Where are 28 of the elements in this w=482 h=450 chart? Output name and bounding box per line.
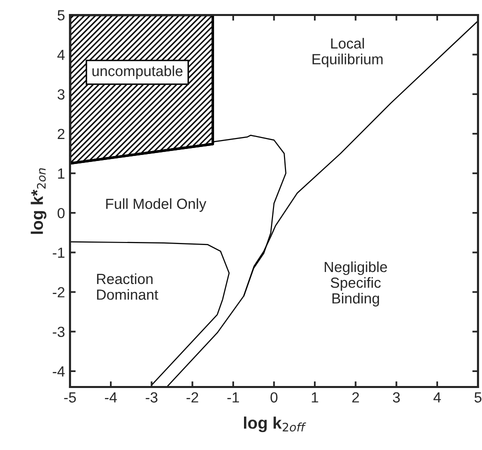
x-tick-label: 2 [352,392,359,402]
x-tick-label: -4 [104,392,117,402]
y-axis-title: log k*$_{2on}$ [30,168,46,234]
y-tick-label: -2 [52,287,64,298]
y-tick-label: 4 [57,50,65,60]
y-tick-label: -3 [52,326,64,338]
y-tick-label: 3 [58,89,64,100]
x-tick-label: 4 [433,392,441,402]
annotation: uncomputable [92,65,182,80]
x-tick-label: -2 [186,392,198,402]
annotation: Reaction Dominant [97,273,158,300]
annotation: Negligible Specific Binding [324,261,387,306]
x-tick-label: 3 [392,392,400,403]
y-tick-label: -4 [52,366,65,376]
x-tick-label: -3 [146,392,158,403]
x-tick-label: -5 [64,392,76,403]
x-axis-title: log k$_{2off}$ [244,416,306,432]
y-tick-label: -1 [52,248,64,258]
y-tick-label: 1 [58,168,64,179]
x-tick-label: 1 [312,392,318,402]
x-tick-label: 5 [474,392,482,403]
annotation: Local Equilibrium [312,38,383,68]
y-tick-label: 2 [58,128,64,140]
x-tick-label: -1 [227,392,239,402]
x-tick-label: 0 [270,392,278,403]
y-tick-label: 5 [58,10,65,20]
annotation: Full Model Only [106,198,206,212]
y-tick-label: 0 [58,208,65,218]
